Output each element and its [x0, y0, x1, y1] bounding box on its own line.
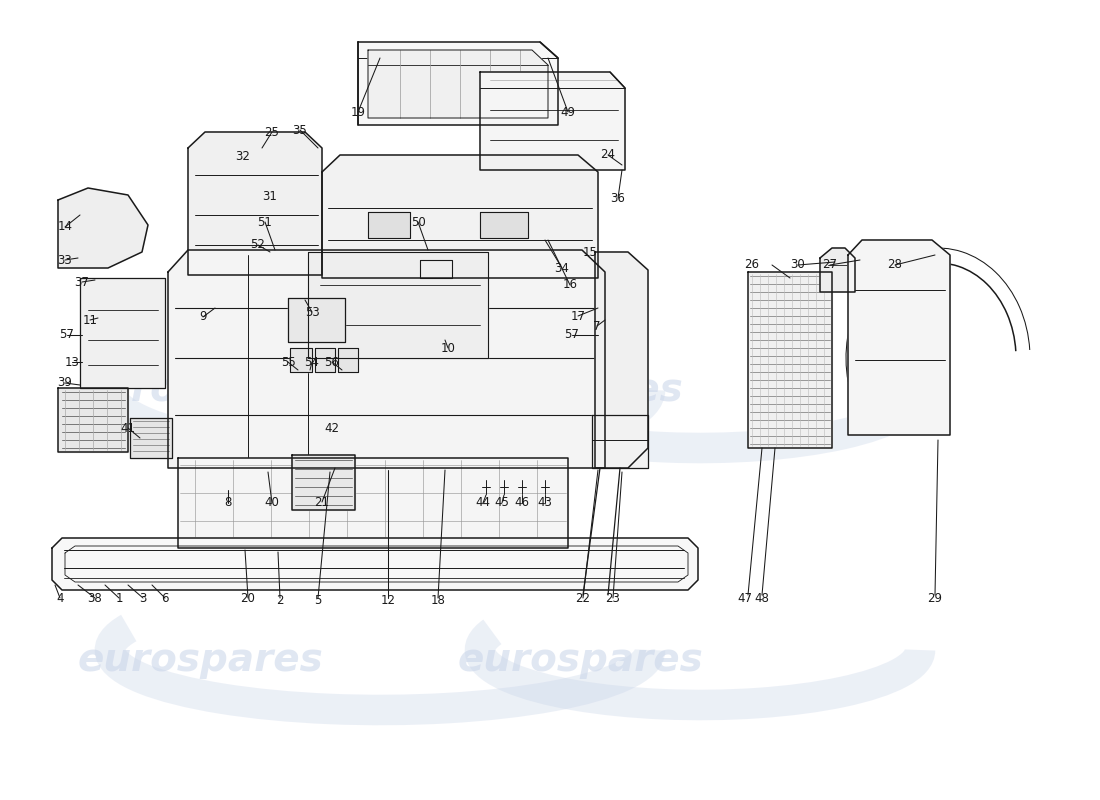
Text: 38: 38 [88, 591, 102, 605]
Polygon shape [288, 298, 345, 342]
Text: 3: 3 [140, 591, 146, 605]
Text: 5: 5 [315, 594, 321, 606]
Text: 22: 22 [575, 591, 591, 605]
Text: 36: 36 [610, 191, 626, 205]
Text: 17: 17 [571, 310, 585, 322]
Text: 4: 4 [56, 591, 64, 605]
Text: 10: 10 [441, 342, 455, 354]
Polygon shape [188, 132, 322, 275]
Text: 23: 23 [606, 591, 620, 605]
Text: 51: 51 [257, 215, 273, 229]
Polygon shape [748, 272, 832, 448]
Text: 34: 34 [554, 262, 570, 274]
Text: 15: 15 [583, 246, 597, 258]
Polygon shape [338, 348, 358, 372]
Polygon shape [595, 252, 648, 468]
Text: 20: 20 [241, 591, 255, 605]
Text: 32: 32 [235, 150, 251, 163]
Polygon shape [178, 458, 568, 548]
Text: 12: 12 [381, 594, 396, 606]
Text: 45: 45 [495, 497, 509, 510]
Text: 1: 1 [116, 591, 123, 605]
Text: 30: 30 [791, 258, 805, 271]
Text: 14: 14 [57, 221, 73, 234]
Text: 35: 35 [293, 123, 307, 137]
Text: 27: 27 [823, 258, 837, 271]
Text: 44: 44 [475, 497, 491, 510]
Text: 37: 37 [75, 275, 89, 289]
Polygon shape [322, 155, 598, 278]
Text: 2: 2 [276, 594, 284, 606]
Text: 28: 28 [888, 258, 902, 271]
Polygon shape [80, 278, 165, 388]
Polygon shape [58, 188, 148, 268]
Polygon shape [315, 348, 336, 372]
Text: 42: 42 [324, 422, 340, 434]
Text: 57: 57 [59, 329, 75, 342]
Text: 11: 11 [82, 314, 98, 326]
Text: 18: 18 [430, 594, 446, 606]
Polygon shape [308, 252, 488, 358]
Text: 49: 49 [561, 106, 575, 118]
Text: eurospares: eurospares [77, 641, 323, 679]
Polygon shape [292, 455, 355, 510]
Polygon shape [130, 418, 172, 458]
Text: 56: 56 [324, 355, 340, 369]
Text: 41: 41 [121, 422, 135, 434]
Polygon shape [420, 260, 452, 278]
Polygon shape [480, 212, 528, 238]
Polygon shape [290, 348, 312, 372]
Text: 6: 6 [162, 591, 168, 605]
Text: 33: 33 [57, 254, 73, 266]
Polygon shape [820, 248, 855, 292]
Text: eurospares: eurospares [458, 641, 703, 679]
Text: 25: 25 [265, 126, 279, 138]
Text: 40: 40 [265, 497, 279, 510]
Text: 21: 21 [315, 495, 330, 509]
Text: 39: 39 [57, 377, 73, 390]
Text: 13: 13 [65, 355, 79, 369]
Polygon shape [480, 72, 625, 170]
Text: eurospares: eurospares [437, 371, 683, 409]
Text: 55: 55 [280, 355, 296, 369]
Text: 19: 19 [351, 106, 365, 118]
Text: 57: 57 [564, 329, 580, 342]
Text: 24: 24 [601, 149, 616, 162]
Text: 9: 9 [199, 310, 207, 323]
Polygon shape [52, 538, 698, 590]
Text: 43: 43 [538, 497, 552, 510]
Text: 52: 52 [251, 238, 265, 251]
Polygon shape [58, 388, 128, 452]
Text: 7: 7 [593, 319, 601, 333]
Polygon shape [368, 50, 548, 118]
Text: 53: 53 [305, 306, 319, 318]
Text: 26: 26 [745, 258, 759, 271]
Text: 54: 54 [305, 355, 319, 369]
Polygon shape [848, 240, 950, 435]
Polygon shape [592, 415, 648, 468]
Text: 29: 29 [927, 591, 943, 605]
Text: eurospares: eurospares [77, 371, 323, 409]
Polygon shape [368, 212, 410, 238]
Text: 16: 16 [562, 278, 578, 291]
Polygon shape [358, 42, 558, 125]
Text: 47: 47 [737, 591, 752, 605]
Text: 31: 31 [263, 190, 277, 203]
Text: 48: 48 [755, 591, 769, 605]
Text: 46: 46 [515, 497, 529, 510]
Text: 50: 50 [410, 215, 426, 229]
Text: 8: 8 [224, 497, 232, 510]
Polygon shape [168, 250, 605, 468]
